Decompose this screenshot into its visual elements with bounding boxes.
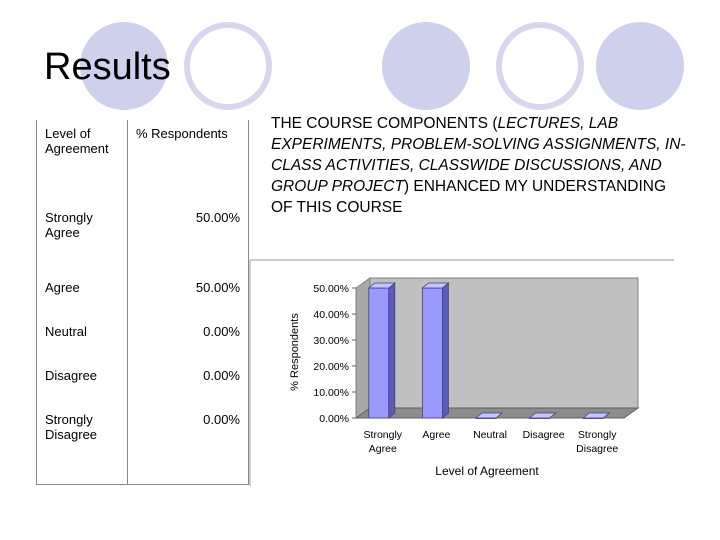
x-tick-label: Neutral [473, 429, 507, 441]
table-row: Strongly Disagree 0.00% [36, 406, 249, 485]
y-tick-label: 10.00% [313, 387, 349, 399]
decorative-circle [382, 22, 470, 110]
row-level: Agree [36, 274, 128, 318]
bar-side [441, 282, 449, 419]
decorative-ring [184, 22, 272, 110]
row-percent: 0.00% [127, 362, 249, 406]
y-axis-label: % Respondents [289, 313, 301, 391]
header-level-of-agreement: Level of Agreement [36, 120, 128, 204]
bar-side [388, 282, 396, 419]
x-tick-label: Strongly Disagree [576, 429, 618, 455]
table-row: Strongly Agree 50.00% [36, 204, 249, 274]
x-tick-label: Agree [422, 429, 450, 441]
row-percent: 50.00% [127, 204, 249, 274]
decorative-ring [496, 22, 584, 110]
chart-back-wall [369, 277, 639, 409]
row-percent: 0.00% [127, 318, 249, 362]
bar-top [421, 282, 450, 289]
bar-front [421, 287, 443, 419]
table-row: Neutral 0.00% [36, 318, 249, 362]
decorative-circle [80, 22, 168, 110]
table-row: Disagree 0.00% [36, 362, 249, 406]
results-table: Level of Agreement % Respondents Strongl… [36, 120, 249, 485]
bar-front [368, 287, 390, 419]
y-tick-label: 50.00% [313, 283, 349, 295]
x-tick-label: Disagree [523, 429, 565, 441]
row-level: Strongly Agree [36, 204, 128, 274]
decorative-circle [596, 22, 684, 110]
header-percent-respondents: % Respondents [127, 120, 249, 204]
row-percent: 0.00% [127, 406, 249, 485]
row-level: Neutral [36, 318, 128, 362]
bar-top [474, 412, 504, 419]
caption-part: THE COURSE COMPONENTS ( [271, 115, 498, 132]
y-tick-label: 30.00% [313, 335, 349, 347]
y-tick-label: 0.00% [319, 413, 349, 425]
row-level: Strongly Disagree [36, 406, 128, 485]
slide-title: Results [44, 46, 171, 88]
bar-top [367, 282, 396, 289]
bar-top [582, 412, 611, 419]
x-tick-label: Strongly Agree [364, 429, 403, 455]
y-tick-label: 40.00% [313, 309, 349, 321]
table-header-row: Level of Agreement % Respondents [36, 120, 249, 204]
bar-top [528, 412, 557, 419]
chart-caption: THE COURSE COMPONENTS (LECTURES, LAB EXP… [271, 113, 691, 218]
row-level: Disagree [36, 362, 128, 406]
chart-side-wall [355, 277, 371, 419]
row-percent: 50.00% [127, 274, 249, 318]
y-tick-label: 20.00% [313, 361, 349, 373]
caption-part: ) ENHANCED MY UNDERSTANDING OF THIS COUR… [271, 178, 667, 216]
x-axis-label: Level of Agreement [435, 464, 539, 478]
caption-part: LECTURES, LAB EXPERIMENTS, PROBLEM-SOLVI… [271, 115, 686, 195]
table-row: Agree 50.00% [36, 274, 249, 318]
